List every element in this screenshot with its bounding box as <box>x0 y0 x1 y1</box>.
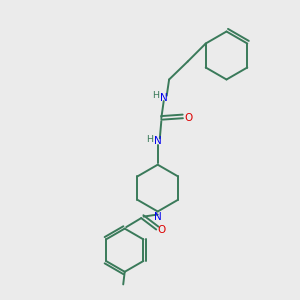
Text: H: H <box>152 91 159 100</box>
Text: N: N <box>160 93 168 103</box>
Text: H: H <box>146 135 153 144</box>
Text: O: O <box>158 225 166 235</box>
Text: N: N <box>154 136 162 146</box>
Text: N: N <box>154 212 162 222</box>
Text: O: O <box>184 113 192 123</box>
